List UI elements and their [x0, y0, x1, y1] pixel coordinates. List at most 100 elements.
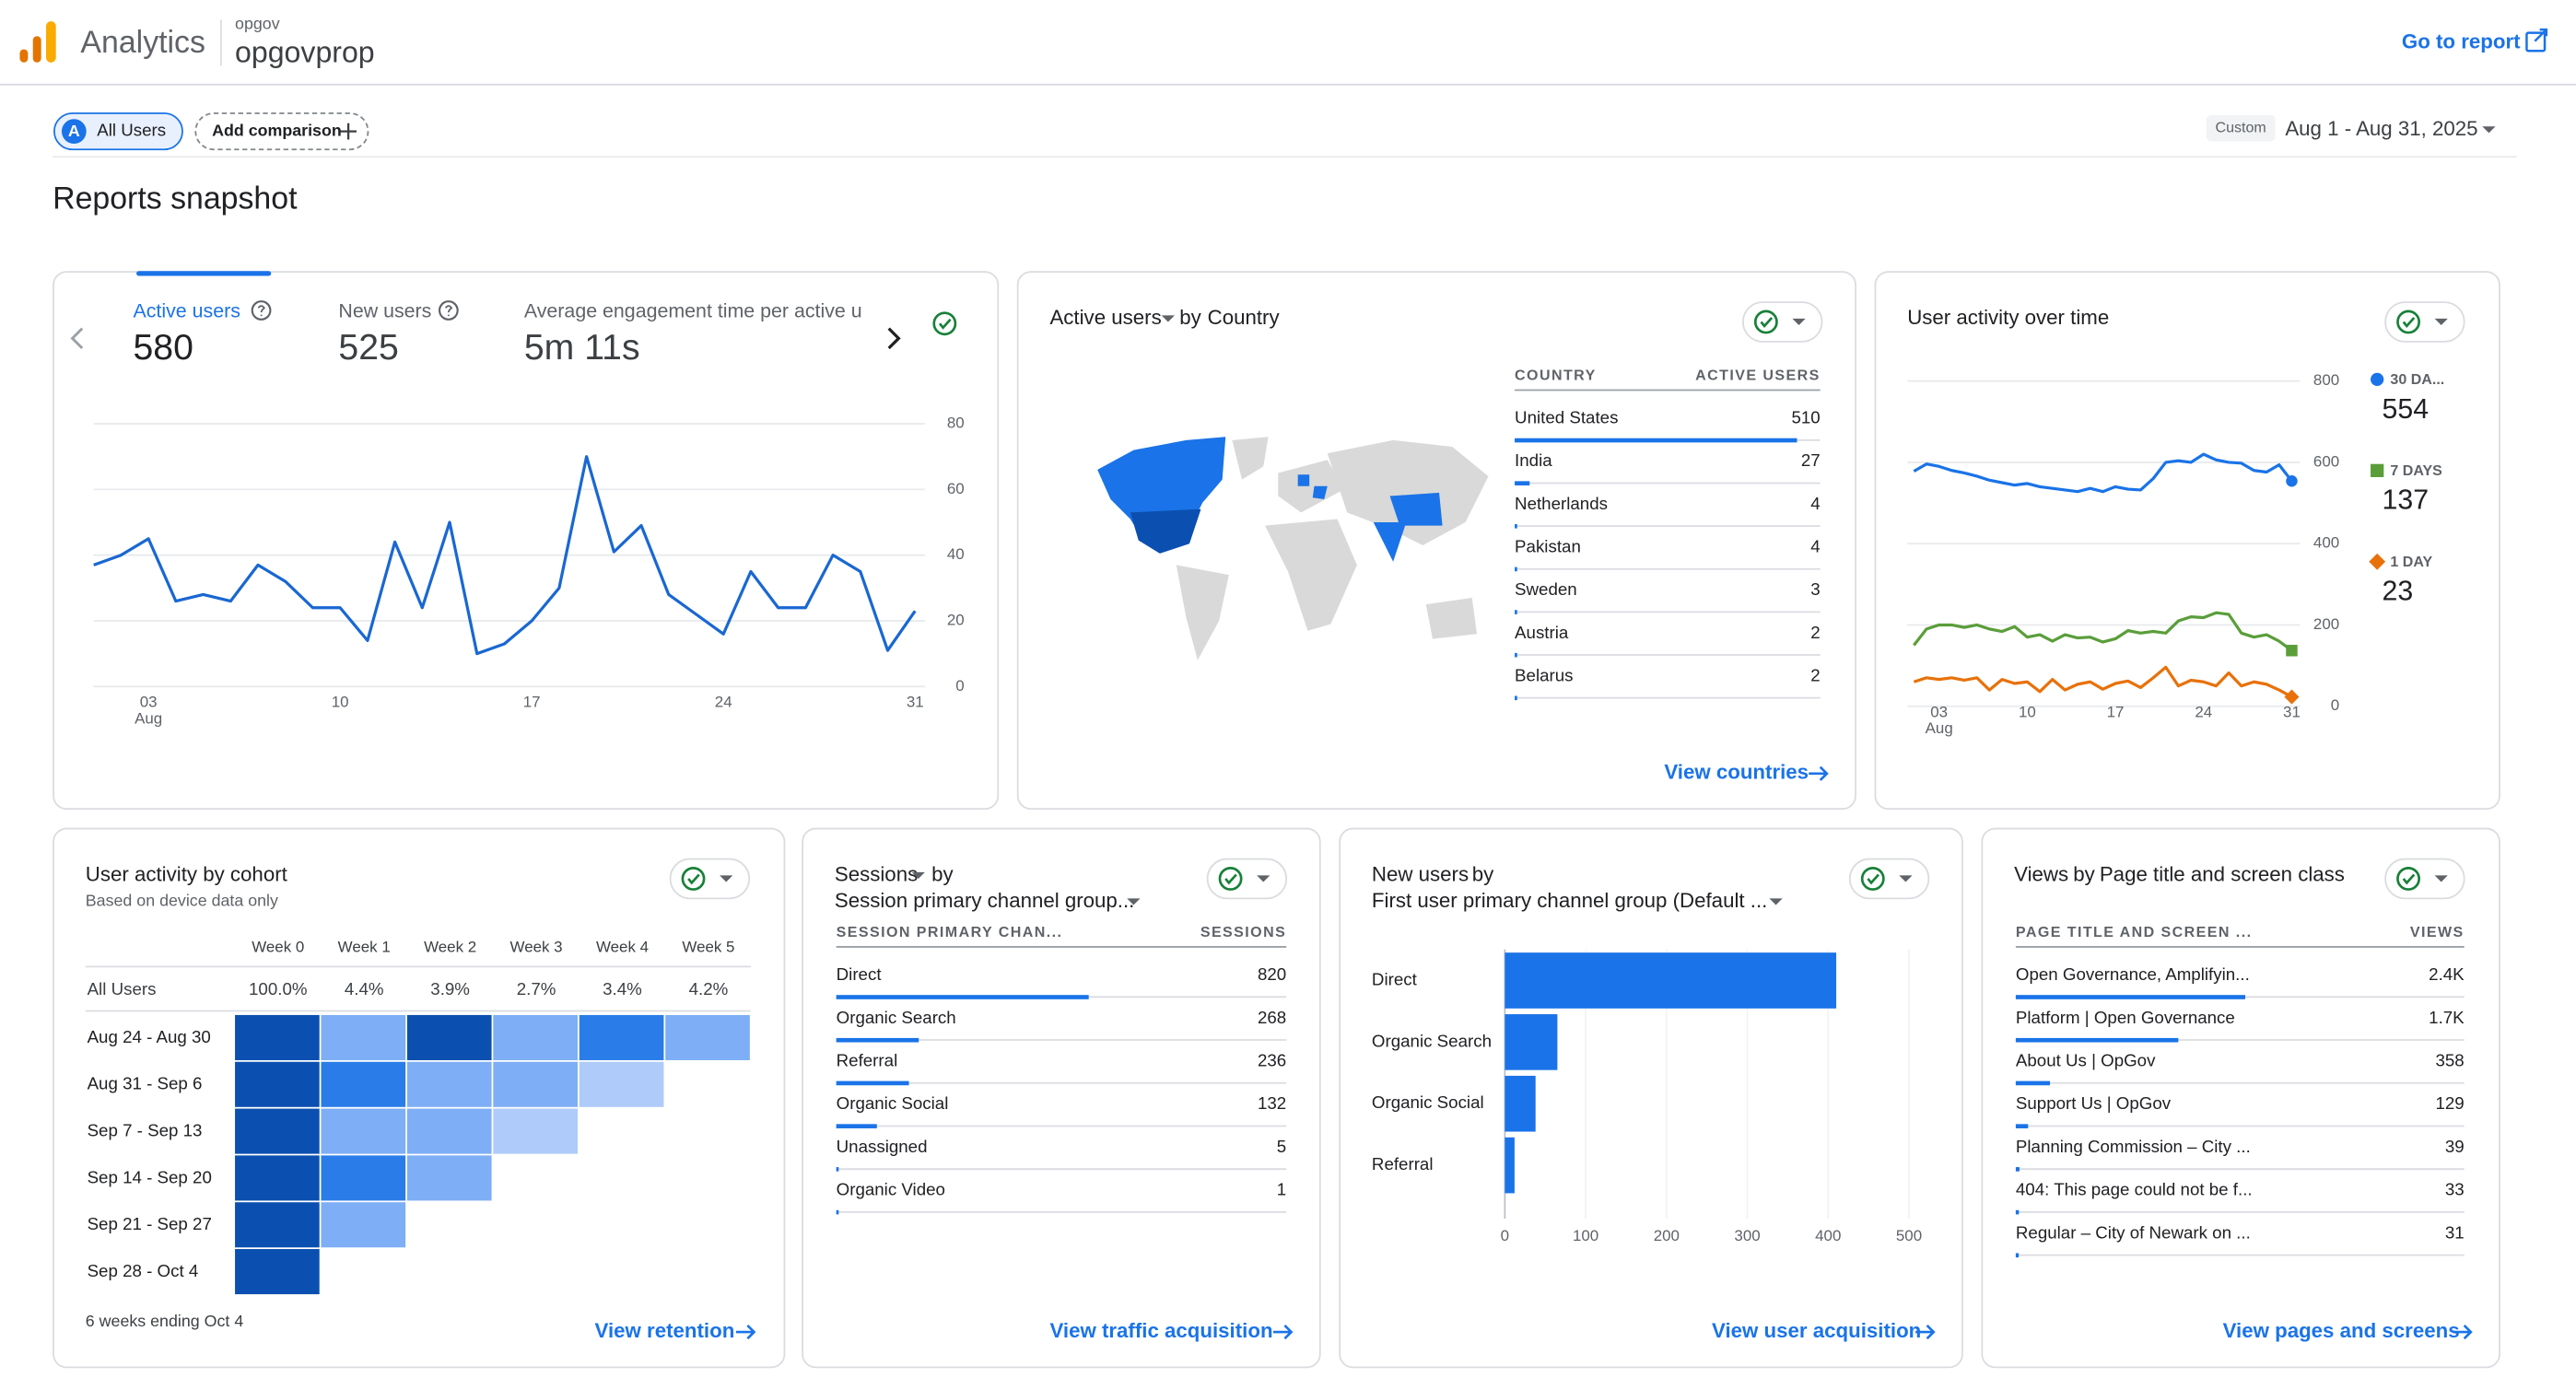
y-tick-label: 40: [947, 545, 965, 563]
dropdown-caret[interactable]: [2434, 318, 2448, 326]
row-value: 33: [2445, 1180, 2465, 1199]
dropdown-caret[interactable]: [1792, 318, 1806, 326]
series-line: [1913, 452, 2293, 494]
add-comparison-chip[interactable]: [194, 112, 369, 151]
help-icon[interactable]: [438, 300, 459, 321]
metric-value: 5m 11s: [524, 327, 640, 368]
check-icon: [1860, 867, 1885, 891]
row-label: Platform | Open Governance: [2016, 1008, 2235, 1027]
row-bar: [1515, 695, 1517, 701]
row-bar: [1515, 566, 1517, 572]
cohort-cell: [321, 1061, 406, 1107]
card-title-dimension[interactable]: Country: [1208, 306, 1281, 329]
row-value: 31: [2445, 1222, 2465, 1242]
dropdown-caret[interactable]: [911, 871, 925, 879]
metric-label[interactable]: Average engagement time per active u: [524, 299, 862, 321]
next-arrow[interactable]: [887, 327, 901, 350]
map-usa: [1130, 508, 1201, 554]
x-tick-label: 17: [2107, 703, 2125, 720]
metric-label[interactable]: New users: [338, 299, 431, 321]
card-title-metric[interactable]: New users: [1372, 862, 1469, 885]
date-caret[interactable]: [2482, 126, 2496, 134]
check-mark: [1224, 873, 1237, 885]
world-map: [1097, 437, 1489, 660]
cohort-cell: [493, 1061, 578, 1107]
card-title-dimension[interactable]: First user primary channel group (Defaul…: [1372, 889, 1767, 912]
product-name: Analytics: [80, 25, 205, 60]
check-icon: [2396, 867, 2420, 891]
card-link[interactable]: View countries: [1664, 761, 1809, 784]
card-link[interactable]: View traffic acquisition: [1049, 1319, 1272, 1342]
segment-name[interactable]: All Users: [97, 121, 166, 140]
dropdown-caret[interactable]: [1161, 315, 1175, 322]
page-title: Reports snapshot: [53, 181, 298, 216]
card-title-metric[interactable]: Sessions: [835, 862, 918, 885]
dropdown-caret[interactable]: [720, 875, 733, 882]
column-header: Week 4: [596, 938, 649, 955]
link-arrow[interactable]: [2453, 1324, 2473, 1340]
link-arrow[interactable]: [1915, 1324, 1936, 1340]
check-mark: [938, 318, 952, 330]
row-value: 2: [1810, 623, 1820, 642]
card-title-dimension[interactable]: Page title and screen class: [2100, 862, 2345, 885]
row-value: 820: [1258, 964, 1286, 984]
x-tick-label: 17: [523, 694, 541, 711]
dropdown-caret[interactable]: [1127, 898, 1141, 905]
row-value: 358: [2435, 1051, 2464, 1070]
help-icon[interactable]: [251, 300, 272, 321]
row-value: 510: [1791, 408, 1820, 427]
y-tick-label: 0: [955, 677, 964, 695]
card-link[interactable]: View pages and screens: [2223, 1319, 2460, 1342]
help-mark: [444, 305, 453, 317]
column-header: VIEWS: [2410, 924, 2465, 940]
card-title-by: by: [1472, 862, 1494, 885]
card-link[interactable]: View retention: [595, 1319, 735, 1342]
external-link-icon[interactable]: [2525, 28, 2548, 53]
dropdown-caret[interactable]: [2434, 875, 2448, 882]
card-link[interactable]: View user acquisition: [1712, 1319, 1921, 1342]
link-arrow[interactable]: [1809, 765, 1829, 781]
dropdown-caret[interactable]: [1769, 898, 1783, 905]
row-bar: [836, 1167, 839, 1172]
y-tick-label: 200: [2313, 615, 2339, 633]
dropdown-caret[interactable]: [1899, 875, 1913, 882]
date-label: Custom: [2216, 119, 2266, 135]
card-title-metric[interactable]: Views: [2014, 862, 2068, 885]
x-tick-label: 400: [1815, 1227, 1841, 1244]
add-comparison[interactable]: Add comparison: [212, 121, 342, 139]
row-label: Belarus: [1515, 665, 1573, 684]
cohort-cell: [235, 1202, 320, 1248]
go-to-report[interactable]: Go to report: [2402, 29, 2521, 53]
metric-value: 525: [338, 327, 398, 368]
card-title-by: by: [931, 862, 954, 885]
category-label: Organic Social: [1372, 1092, 1484, 1112]
cohort-cell: [321, 1014, 406, 1060]
bar: [1505, 1075, 1536, 1132]
row-value: 2: [1810, 665, 1820, 684]
cohort-cell: [493, 1014, 578, 1060]
dropdown-caret[interactable]: [1257, 875, 1270, 882]
metric-label[interactable]: Active users: [133, 299, 240, 321]
legend-name: 1 DAY: [2390, 554, 2432, 570]
segment-chip[interactable]: [53, 112, 183, 151]
logo-bar: [45, 21, 56, 63]
card-title: User activity by cohort: [86, 862, 288, 885]
card-title-dimension[interactable]: Session primary channel group...: [835, 889, 1135, 912]
row-bar: [2015, 1124, 2029, 1128]
date-range[interactable]: Aug 1 - Aug 31, 2025: [2285, 117, 2477, 140]
y-tick-label: 80: [947, 415, 965, 432]
row-bar: [2015, 995, 2246, 999]
row-bar: [2015, 1209, 2020, 1215]
bar: [1505, 1014, 1558, 1070]
map-africa: [1265, 519, 1357, 631]
prev-arrow[interactable]: [70, 327, 84, 350]
x-tick-sublabel: Aug: [1926, 719, 1953, 737]
row-bar: [2015, 1080, 2051, 1086]
link-arrow[interactable]: [1272, 1324, 1294, 1340]
plus-icon: [340, 123, 357, 140]
card-title-metric[interactable]: Active users: [1049, 306, 1161, 329]
link-arrow[interactable]: [735, 1324, 756, 1340]
summary-value: 4.2%: [689, 979, 729, 998]
map-south-america: [1176, 565, 1229, 660]
